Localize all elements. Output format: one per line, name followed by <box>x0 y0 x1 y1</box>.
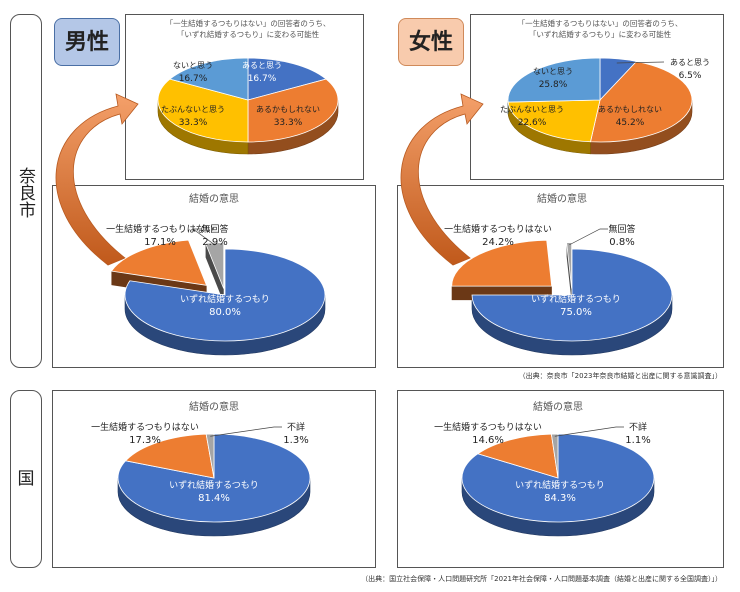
slice-value-nara-female-intention-1: 24.2% <box>482 237 514 248</box>
slice-value-nara-female-intention-0: 75.0% <box>560 307 592 318</box>
slice-nara-male-intention-1 <box>110 239 208 286</box>
slice-label-nara-female-possibility-2: たぶんないと思う <box>500 105 564 114</box>
chart-title-nara-male-possibility-line1: 「一生結婚するつもりはない」の回答者のうち、 <box>166 18 331 28</box>
gender-label-male: 男性 <box>54 18 120 66</box>
slice-label-national-male-intention-2: 不詳 <box>287 421 305 433</box>
curved-arrow-female <box>400 93 484 266</box>
row-label-national: 国 <box>17 469 35 489</box>
slice-nara-female-possibility-2 <box>507 99 601 143</box>
slice-nara-female-possibility-3 <box>507 57 601 103</box>
chart-title-nara-female-possibility-line2: 「いずれ結婚するつもり」に変わる可能性 <box>529 29 672 39</box>
chart-title-nara-female-intention: 結婚の意思 <box>537 192 587 205</box>
source-nara: （出典：奈良市「2023年奈良市結婚と出産に関する意識調査」） <box>518 372 722 380</box>
slice-value-national-female-intention-1: 14.6% <box>472 435 504 446</box>
slice-value-nara-male-possibility-3: 16.7% <box>179 74 208 84</box>
slice-label-nara-male-intention-1: 一生結婚するつもりはない <box>106 223 214 235</box>
slice-value-nara-female-possibility-1: 45.2% <box>616 118 645 128</box>
chart-national-female-intention <box>461 426 655 537</box>
slice-nara-male-possibility-0 <box>247 57 327 101</box>
chart-nara-male-possibility <box>157 57 339 155</box>
slice-label-nara-female-possibility-3: ないと思う <box>533 67 573 76</box>
slice-value-nara-female-possibility-2: 22.6% <box>518 118 547 128</box>
slice-national-female-intention-0 <box>461 433 655 523</box>
slice-nara-female-intention-1 <box>451 239 553 287</box>
slice-nara-female-intention-0 <box>471 248 673 342</box>
slice-value-nara-male-possibility-0: 16.7% <box>248 74 277 84</box>
leader-line-nara-female-possibility <box>616 61 665 64</box>
chart-nara-female-possibility <box>507 57 693 155</box>
slice-nara-male-possibility-1 <box>247 78 339 143</box>
slice-value-nara-female-possibility-3: 25.8% <box>539 80 568 90</box>
slice-value-national-male-intention-1: 17.3% <box>129 435 161 446</box>
chart-title-national-female-intention: 結婚の意思 <box>533 400 583 413</box>
slice-label-national-male-intention-0: いずれ結婚するつもり <box>169 479 259 491</box>
slice-national-male-intention-2 <box>205 433 215 479</box>
slice-value-nara-female-intention-2: 0.8% <box>609 237 634 248</box>
gender-label-female: 女性 <box>398 18 464 66</box>
row-label-national-box <box>10 390 42 568</box>
slice-label-national-female-intention-2: 不詳 <box>629 421 647 433</box>
leader-line-nara-male-intention <box>191 228 216 246</box>
slice-label-nara-female-possibility-1: あるかもしれない <box>598 105 662 114</box>
chart-title-nara-female-possibility-line1: 「一生結婚するつもりはない」の回答者のうち、 <box>518 18 683 28</box>
slice-label-nara-male-possibility-1: あるかもしれない <box>256 105 320 114</box>
slice-nara-male-intention-2 <box>205 242 225 289</box>
slice-nara-male-possibility-2 <box>157 78 249 143</box>
slice-value-nara-male-intention-1: 17.1% <box>144 237 176 248</box>
leader-line-national-male-intention <box>210 426 282 437</box>
source-national: （出典：国立社会保障・人口問題研究所「2021年社会保障・人口問題基本調査（結婚… <box>361 575 722 583</box>
leader-line-nara-female-intention <box>569 228 608 246</box>
slice-national-male-intention-1 <box>124 433 215 479</box>
slice-value-nara-male-possibility-1: 33.3% <box>274 118 303 128</box>
slice-label-nara-male-possibility-3: ないと思う <box>173 61 213 70</box>
chart-nara-female-intention <box>451 228 673 356</box>
slice-nara-male-intention-0 <box>124 248 326 342</box>
leader-line-national-female-intention <box>554 426 624 437</box>
curved-arrow-male <box>55 93 139 266</box>
slice-value-nara-male-possibility-2: 33.3% <box>179 118 208 128</box>
row-label-nara-box <box>10 14 42 368</box>
slice-label-national-male-intention-1: 一生結婚するつもりはない <box>91 421 199 433</box>
slice-national-female-intention-2 <box>550 433 559 479</box>
slice-label-nara-male-intention-2: 無回答 <box>201 223 228 235</box>
slice-value-nara-male-intention-2: 2.9% <box>202 237 227 248</box>
slice-label-nara-male-possibility-2: たぶんないと思う <box>161 105 225 114</box>
slice-label-nara-female-intention-2: 無回答 <box>608 223 635 235</box>
slice-value-national-female-intention-2: 1.1% <box>625 435 650 446</box>
slice-value-national-female-intention-0: 84.3% <box>544 493 576 504</box>
row-label-nara: 奈良市 <box>15 166 35 218</box>
slice-label-nara-male-possibility-0: あると思う <box>242 61 282 70</box>
slice-label-nara-female-possibility-0: あると思う <box>670 58 710 67</box>
chart-nara-male-intention <box>110 228 326 356</box>
slice-nara-male-possibility-3 <box>169 57 249 101</box>
slice-value-national-male-intention-0: 81.4% <box>198 493 230 504</box>
chart-title-national-male-intention: 結婚の意思 <box>189 400 239 413</box>
slice-nara-female-possibility-1 <box>589 61 693 143</box>
chart-national-male-intention <box>117 426 311 537</box>
slice-label-national-female-intention-1: 一生結婚するつもりはない <box>434 421 542 433</box>
slice-label-nara-male-intention-0: いずれ結婚するつもり <box>180 293 270 305</box>
slice-value-nara-male-intention-0: 80.0% <box>209 307 241 318</box>
chart-title-nara-male-intention: 結婚の意思 <box>189 192 239 205</box>
slice-label-nara-female-intention-0: いずれ結婚するつもり <box>531 293 621 305</box>
slice-national-male-intention-0 <box>117 433 311 523</box>
slice-label-nara-female-intention-1: 一生結婚するつもりはない <box>444 223 552 235</box>
slice-national-female-intention-1 <box>477 433 559 479</box>
slice-value-nara-female-possibility-0: 6.5% <box>679 71 702 81</box>
slice-nara-female-intention-2 <box>566 242 573 289</box>
chart-title-nara-male-possibility-line2: 「いずれ結婚するつもり」に変わる可能性 <box>177 29 320 39</box>
slice-value-national-male-intention-2: 1.3% <box>283 435 308 446</box>
slice-label-national-female-intention-0: いずれ結婚するつもり <box>515 479 605 491</box>
slice-cut-nara-male-intention-2-0 <box>205 243 224 303</box>
